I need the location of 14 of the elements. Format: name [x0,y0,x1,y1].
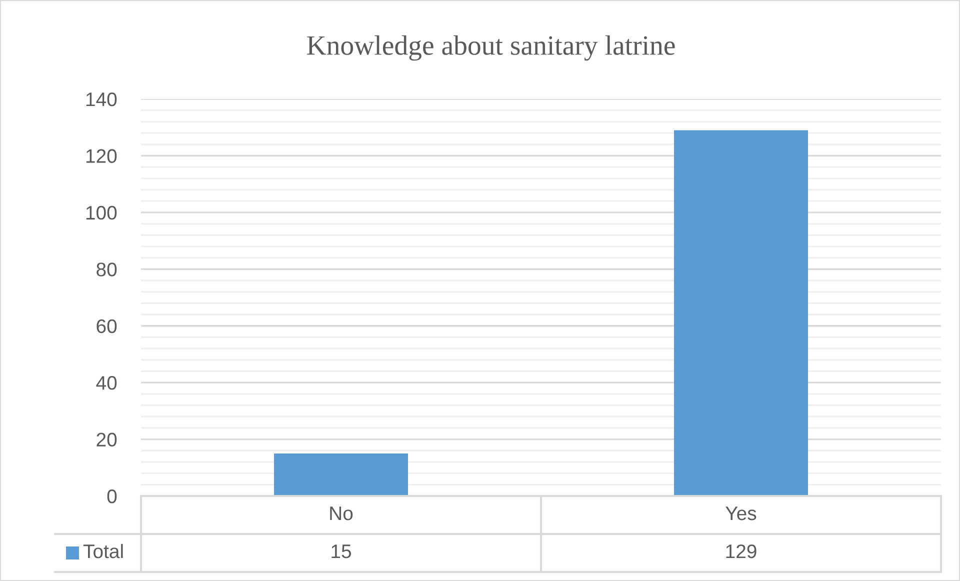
y-tick-label: 120 [86,149,117,163]
y-tick-label: 40 [96,376,117,390]
data-label: 129 [726,544,756,558]
y-tick-label: 60 [96,319,117,334]
y-tick-label: 80 [96,262,117,276]
y-tick-label: 0 [107,489,117,504]
y-tick-label: 100 [86,206,117,220]
legend-label: Total [83,544,123,558]
x-tick-label: Yes [726,506,756,520]
y-tick-label: 20 [96,432,117,447]
y-tick-label: 140 [86,92,117,106]
chart-title: Knowledge about sanitary latrine [307,35,675,61]
x-tick-label: No [330,506,353,520]
data-label: 15 [332,544,351,558]
